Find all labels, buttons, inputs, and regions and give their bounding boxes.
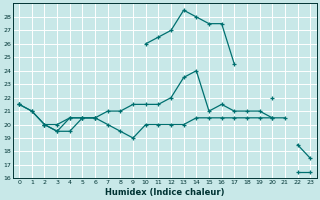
X-axis label: Humidex (Indice chaleur): Humidex (Indice chaleur) (105, 188, 224, 197)
